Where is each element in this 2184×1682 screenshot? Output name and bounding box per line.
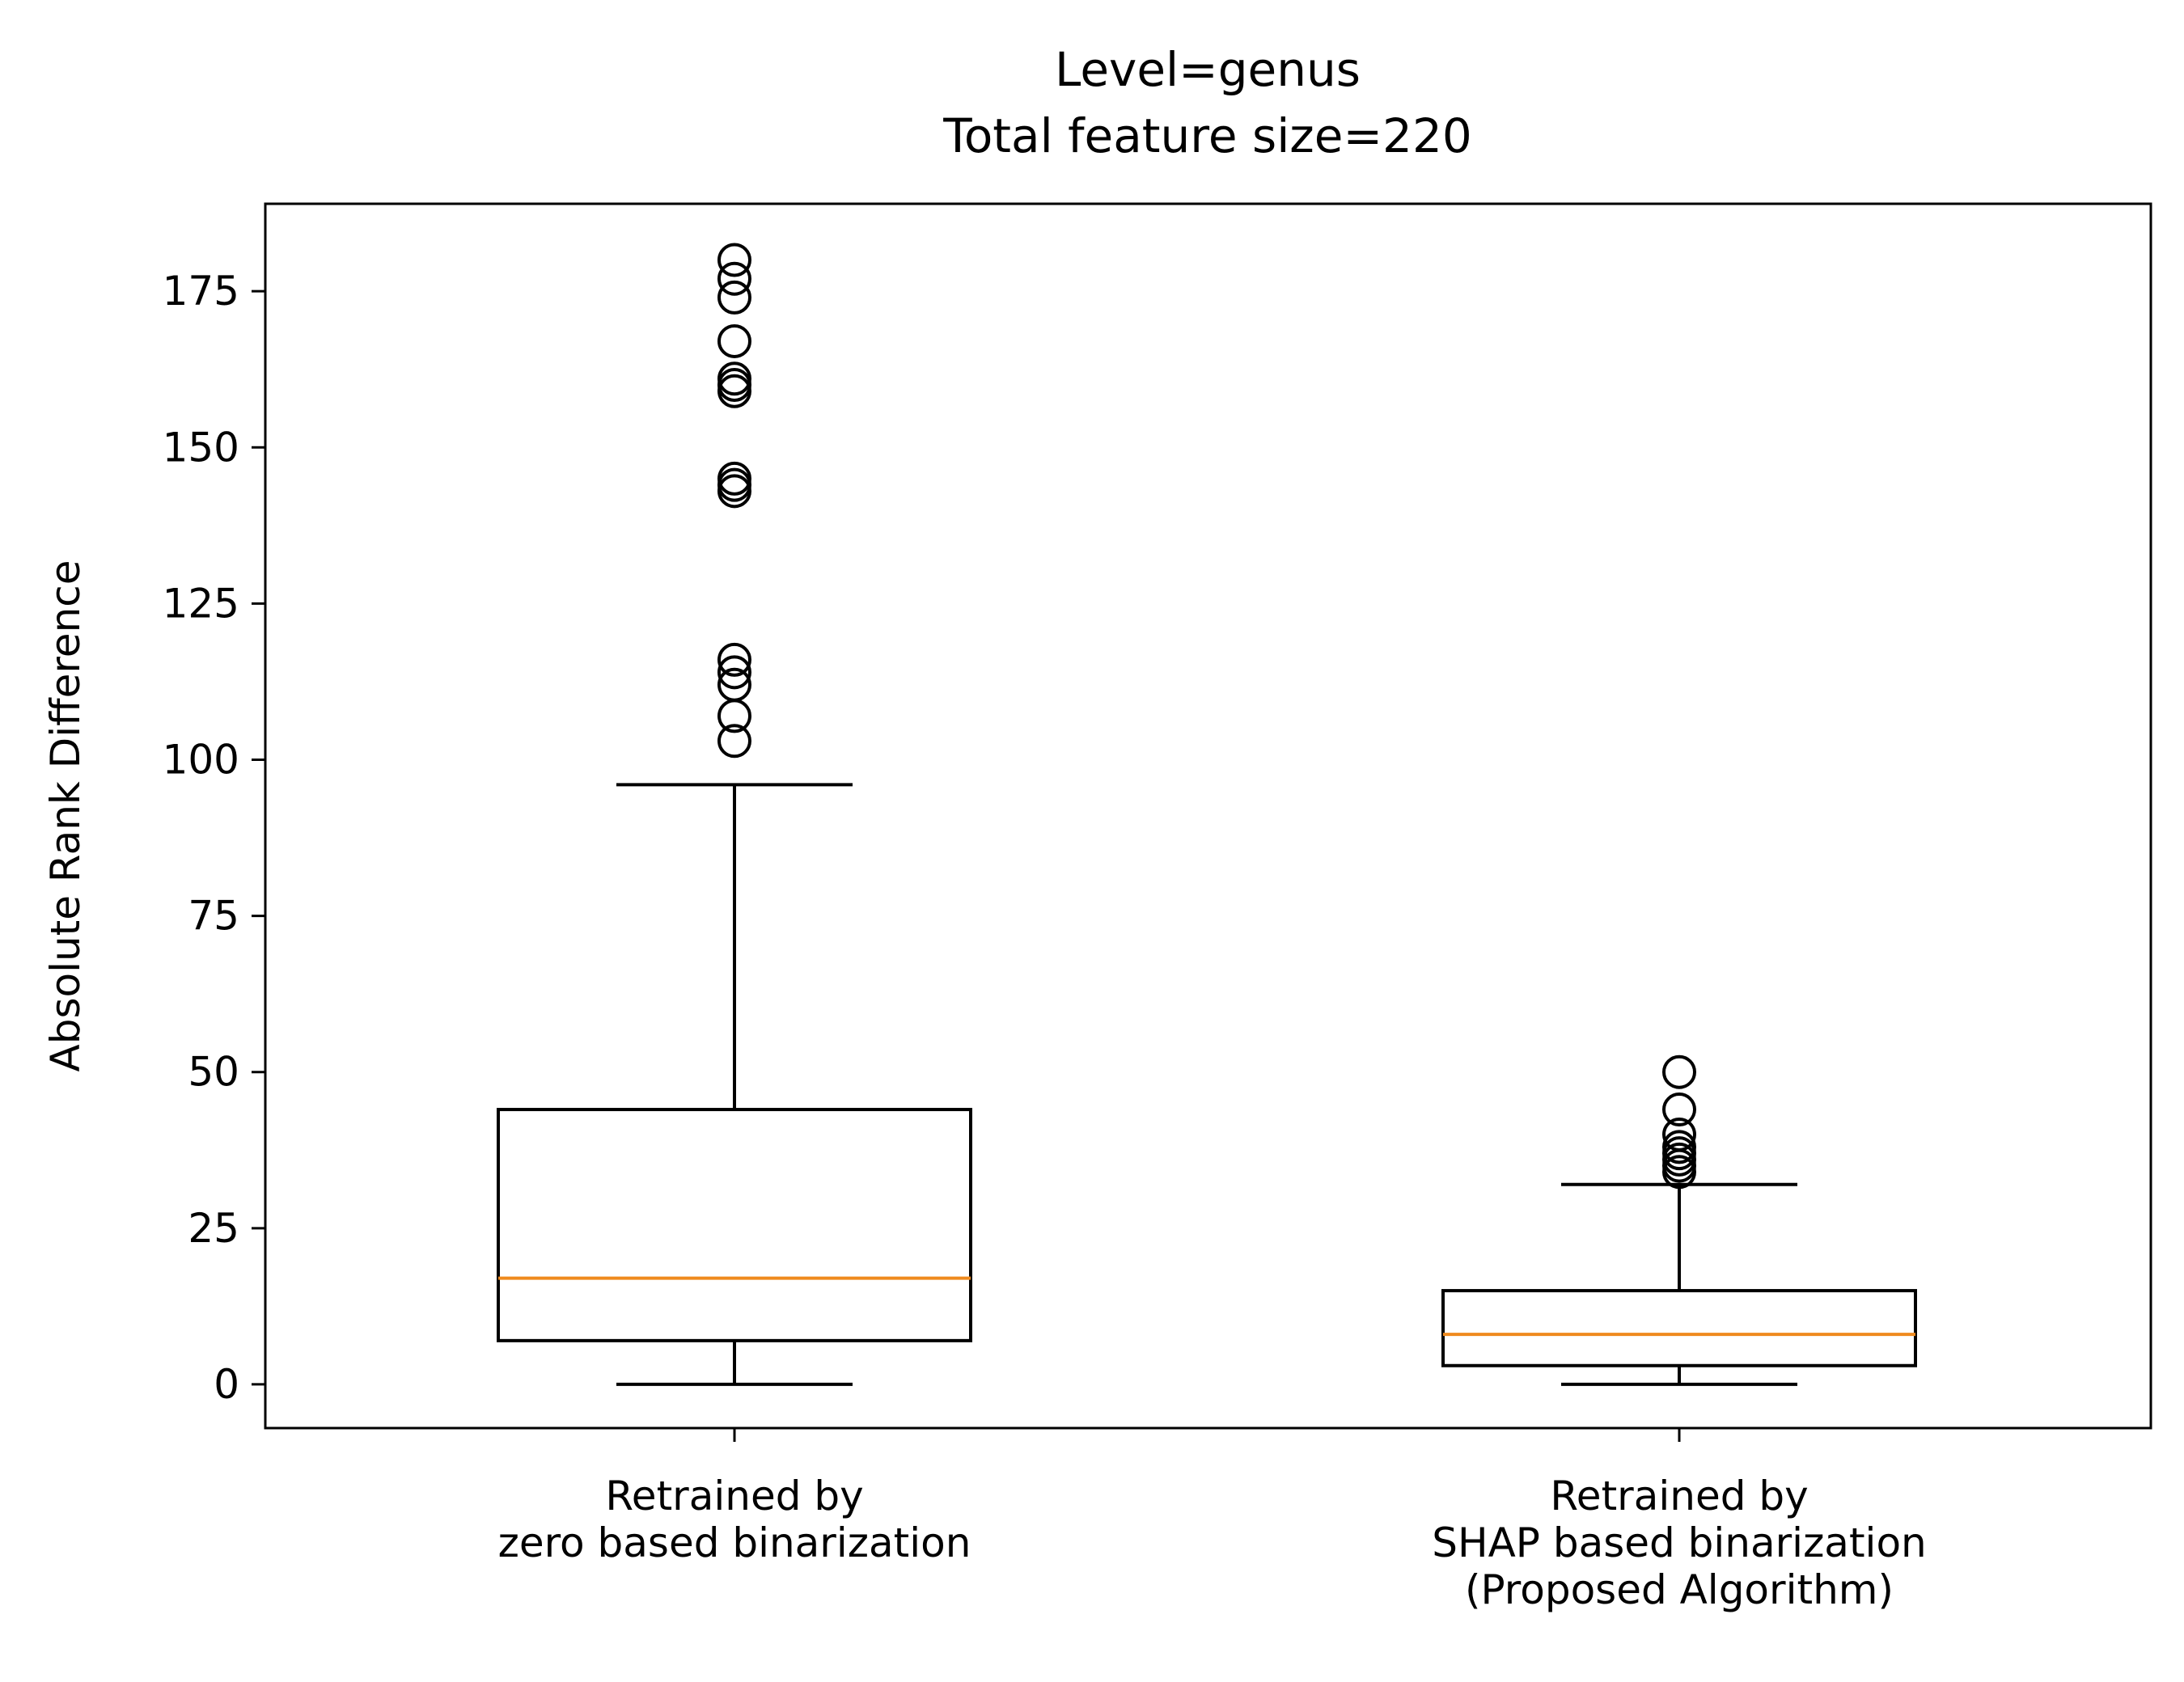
chart-title-line: Total feature size=220 [942,108,1472,163]
chart-title: Level=genus Total feature size=220 [942,42,1472,163]
y-tick-label: 175 [163,268,239,315]
outlier-point [1662,1130,1696,1164]
box-series-2 [1441,1054,1917,1386]
y-tick-label: 150 [163,424,239,471]
y-axis-label-text: Absolute Rank Difference [42,560,89,1071]
x-tick-label: (Proposed Algorithm) [1465,1566,1894,1613]
boxes [497,243,1917,1386]
outlier-point [717,243,751,277]
y-tick-label: 100 [163,736,239,783]
x-tick-label: Retrained by [605,1473,863,1519]
plot-frame [264,202,2152,1430]
y-tick-label: 125 [163,580,239,627]
y-tick-label: 50 [188,1049,239,1096]
outlier-point [717,461,751,496]
y-axis-ticks: 0 25 50 75 100 125 150 175 [163,268,265,1408]
outlier-point [1662,1092,1696,1127]
outlier-point [717,323,751,358]
interquartile-box [1441,1289,1917,1367]
outlier-point [717,280,751,315]
outlier-point [717,361,751,396]
y-tick-label: 25 [188,1205,239,1252]
y-tick-label: 75 [188,893,239,940]
y-tick-label: 0 [214,1361,239,1408]
x-tick-label: SHAP based binarization [1432,1519,1926,1566]
outlier-point [1662,1117,1696,1152]
box-series-1 [497,243,972,1386]
interquartile-box [497,1108,972,1342]
outlier-point [717,467,751,502]
outlier-point [717,667,751,702]
x-tick-label: Retrained by [1550,1473,1808,1519]
y-axis-label: Absolute Rank Difference [42,560,89,1071]
outlier-point [717,261,751,296]
x-tick-label: zero based binarization [498,1519,971,1566]
outlier-point [1662,1054,1696,1089]
chart-title-line: Level=genus [1055,42,1361,97]
outlier-point [717,655,751,690]
outlier-point [717,642,751,677]
outlier-point [717,368,751,403]
outlier-point [717,724,751,759]
